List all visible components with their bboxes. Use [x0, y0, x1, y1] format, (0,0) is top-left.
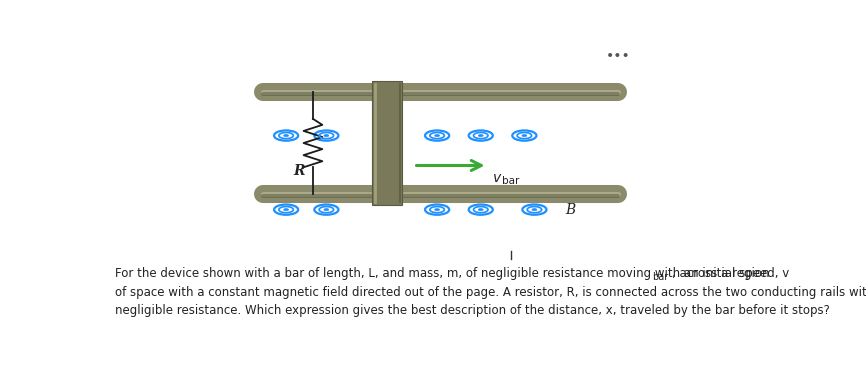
- Text: , across a region: , across a region: [672, 267, 770, 280]
- Circle shape: [324, 135, 329, 137]
- Text: R: R: [294, 164, 306, 178]
- Text: negligible resistance. Which expression gives the best description of the distan: negligible resistance. Which expression …: [115, 304, 830, 317]
- Circle shape: [435, 135, 440, 137]
- Circle shape: [435, 209, 440, 211]
- Text: bar: bar: [652, 272, 669, 282]
- Bar: [372, 81, 402, 205]
- Circle shape: [478, 209, 483, 211]
- Circle shape: [274, 131, 298, 141]
- Circle shape: [314, 131, 339, 141]
- Circle shape: [532, 209, 537, 211]
- Circle shape: [284, 135, 288, 137]
- Circle shape: [522, 205, 546, 215]
- Circle shape: [314, 205, 339, 215]
- Text: bar: bar: [502, 176, 520, 186]
- Text: $\it{v}$: $\it{v}$: [492, 171, 502, 185]
- Circle shape: [324, 209, 329, 211]
- Text: of space with a constant magnetic field directed out of the page. A resistor, R,: of space with a constant magnetic field …: [115, 286, 866, 299]
- Circle shape: [522, 135, 527, 137]
- Text: For the device shown with a bar of length, L, and mass, m, of negligible resista: For the device shown with a bar of lengt…: [115, 267, 789, 280]
- Circle shape: [478, 135, 483, 137]
- Circle shape: [469, 131, 493, 141]
- Circle shape: [469, 205, 493, 215]
- Text: B: B: [565, 203, 576, 217]
- Circle shape: [425, 131, 449, 141]
- Circle shape: [425, 205, 449, 215]
- Circle shape: [513, 131, 536, 141]
- Circle shape: [284, 209, 288, 211]
- Text: •••: •••: [606, 49, 630, 63]
- Circle shape: [274, 205, 298, 215]
